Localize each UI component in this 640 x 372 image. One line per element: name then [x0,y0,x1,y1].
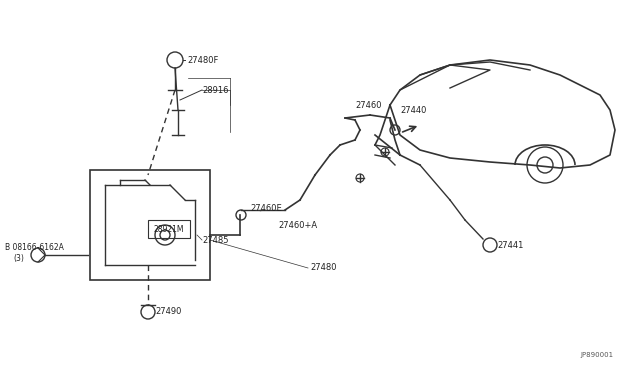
Text: 27460: 27460 [355,100,381,109]
Text: 27441: 27441 [497,241,524,250]
Text: (3): (3) [13,253,24,263]
Text: B 08166-6162A: B 08166-6162A [5,244,64,253]
Text: 27480: 27480 [310,263,337,273]
Text: 27490: 27490 [155,308,181,317]
Text: 27485: 27485 [202,235,228,244]
Bar [148,220,190,238]
Text: JP890001: JP890001 [580,352,613,358]
Text: 27440: 27440 [400,106,426,115]
Text: 28916: 28916 [202,86,228,94]
Text: 27460+A: 27460+A [278,221,317,230]
Text: 28921M: 28921M [154,224,184,234]
Text: 27460E: 27460E [250,203,282,212]
Bar [90,170,210,280]
Text: 27480F: 27480F [187,55,218,64]
